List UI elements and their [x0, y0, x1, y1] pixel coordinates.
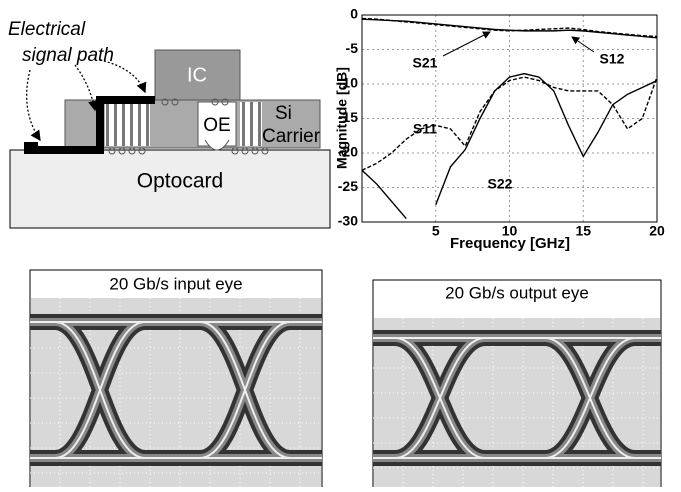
y-tick-label: -25: [338, 178, 358, 194]
vias: [240, 102, 262, 146]
pad: [24, 142, 38, 152]
y-tick-label: -15: [338, 109, 358, 125]
input-eye: 20 Gb/s input eye: [30, 270, 322, 487]
carrier-label: Carrier: [262, 126, 321, 147]
figure: Electrical signal path IC OE Si Carrier …: [0, 0, 681, 487]
y-tick-label: -5: [346, 40, 359, 56]
x-tick-label: 10: [502, 223, 518, 239]
series-label: S11: [413, 121, 437, 137]
carrier-label: Si: [275, 103, 292, 124]
series-label: S22: [488, 176, 513, 192]
ic-label: IC: [187, 64, 207, 86]
optocard-label: Optocard: [137, 170, 223, 193]
y-tick-label: -20: [338, 144, 358, 160]
x-tick-label: 20: [649, 223, 665, 239]
y-tick-label: -10: [338, 75, 358, 91]
x-tick-label: 5: [432, 223, 440, 239]
sparam-chart: Magnitude [dB] Frequency [GHz] -30-25-20…: [334, 6, 665, 252]
oe-label: OE: [203, 115, 230, 136]
vias: [105, 102, 150, 146]
annotation: Electrical: [8, 19, 86, 40]
y-tick-label: 0: [350, 6, 358, 22]
page: { "diagram": { "annotation_lines": ["Ele…: [0, 0, 681, 487]
label-arrow: [443, 32, 490, 56]
y-tick-label: -30: [338, 213, 358, 229]
output-eye: 20 Gb/s output eye: [373, 280, 661, 487]
x-tick-label: 15: [575, 223, 591, 239]
annotation: signal path: [22, 45, 114, 66]
series-label: S21: [413, 55, 438, 71]
eye-title: 20 Gb/s output eye: [445, 283, 589, 302]
eye-title: 20 Gb/s input eye: [109, 274, 242, 293]
series-label: S12: [600, 51, 625, 67]
cross-section: Electrical signal path IC OE Si Carrier …: [8, 19, 330, 228]
